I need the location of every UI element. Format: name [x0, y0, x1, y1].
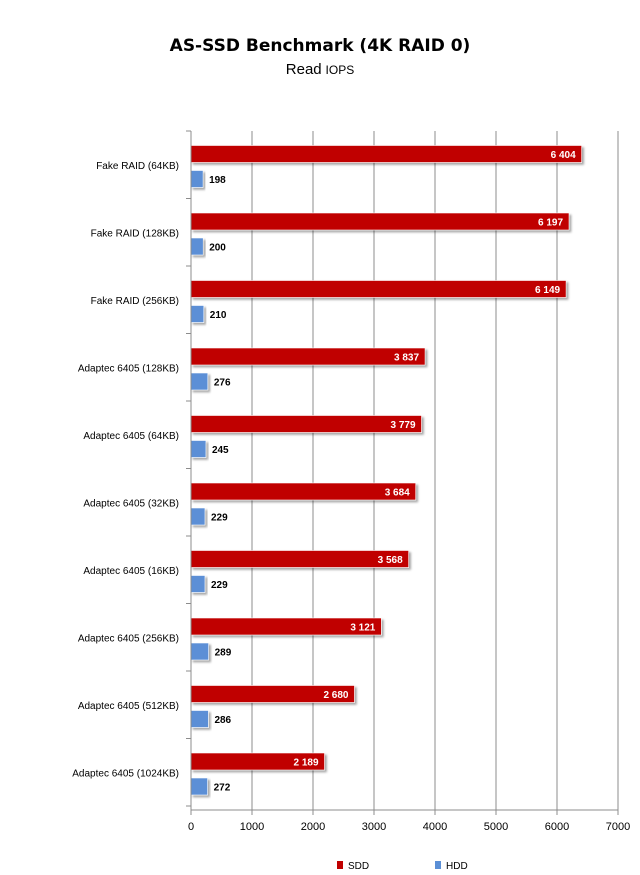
- sdd-value-label: 3 779: [390, 420, 415, 431]
- subtitle-unit: IOPS: [325, 63, 355, 77]
- x-tick-label: 1000: [240, 821, 264, 833]
- category-label: Fake RAID (64KB): [96, 161, 179, 172]
- hdd-value-label: 229: [211, 513, 228, 524]
- category-label: Adaptec 6405 (256KB): [78, 634, 179, 645]
- sdd-value-label: 3 837: [394, 353, 419, 364]
- hdd-bar: [190, 305, 205, 323]
- hdd-bar: [190, 440, 207, 458]
- category-label: Adaptec 6405 (32KB): [83, 499, 179, 510]
- chart-subtitle: Read IOPS: [0, 61, 640, 78]
- hdd-bar: [190, 777, 208, 796]
- sdd-value-label: 6 197: [538, 218, 563, 229]
- hdd-value-label: 276: [214, 378, 231, 389]
- axes-group: 0 1000 2000 3000 4000 5000 6000 7000: [186, 130, 630, 833]
- sdd-value-label: 3 121: [350, 623, 375, 634]
- labels-group: Fake RAID (64KB) 6 404 198 Fake RAID (128KB…: [72, 150, 576, 794]
- sdd-bar: [190, 145, 582, 163]
- hdd-bar: [190, 642, 209, 661]
- x-tick-label: 3000: [362, 821, 386, 833]
- legend-label-sdd: SDD: [348, 861, 369, 872]
- hdd-value-label: 200: [209, 243, 226, 254]
- category-label: Adaptec 6405 (128KB): [78, 364, 179, 375]
- sdd-bar: [190, 280, 567, 298]
- category-label: Adaptec 6405 (16KB): [83, 566, 179, 577]
- sdd-value-label: 3 684: [385, 488, 410, 499]
- hdd-bar: [190, 237, 204, 256]
- category-label: Adaptec 6405 (512KB): [78, 701, 179, 712]
- hdd-bar: [190, 507, 206, 526]
- bars-group: [190, 145, 582, 796]
- sdd-bar: [190, 347, 426, 366]
- sdd-value-label: 2 189: [293, 758, 318, 769]
- x-tick-label: 0: [188, 821, 194, 833]
- sdd-bar: [190, 550, 409, 568]
- category-label: Fake RAID (128KB): [91, 229, 179, 240]
- sdd-value-label: 2 680: [323, 690, 348, 701]
- category-label: Adaptec 6405 (1024KB): [72, 769, 179, 780]
- hdd-bar: [190, 372, 209, 391]
- hdd-value-label: 245: [212, 445, 229, 456]
- hdd-bar: [190, 575, 206, 593]
- hdd-value-label: 286: [214, 715, 231, 726]
- hdd-value-label: 289: [215, 648, 232, 659]
- legend: SDD HDD: [337, 861, 468, 872]
- sdd-bar: [190, 415, 422, 433]
- sdd-bar: [190, 212, 570, 231]
- category-label: Adaptec 6405 (64KB): [83, 431, 179, 442]
- chart-title: AS-SSD Benchmark (4K RAID 0): [169, 36, 471, 56]
- subtitle-main: Read: [285, 61, 322, 78]
- sdd-value-label: 3 568: [378, 555, 403, 566]
- x-tick-label: 2000: [301, 821, 325, 833]
- hdd-value-label: 229: [211, 580, 228, 591]
- x-tick-label: 5000: [484, 821, 508, 833]
- category-label: Fake RAID (256KB): [91, 296, 179, 307]
- hdd-bar: [190, 170, 204, 188]
- hdd-value-label: 272: [214, 783, 231, 794]
- x-tick-label: 6000: [545, 821, 569, 833]
- hdd-value-label: 198: [209, 175, 226, 186]
- legend-label-hdd: HDD: [446, 861, 468, 872]
- legend-swatch-hdd: [435, 861, 441, 869]
- x-tick-label: 7000: [606, 821, 630, 833]
- legend-swatch-sdd: [337, 861, 343, 869]
- sdd-value-label: 6 404: [551, 150, 576, 161]
- hdd-bar: [190, 710, 209, 728]
- hdd-value-label: 210: [210, 310, 227, 321]
- sdd-bar: [190, 482, 417, 501]
- gridlines: [251, 131, 619, 810]
- sdd-value-label: 6 149: [535, 285, 560, 296]
- x-tick-label: 4000: [423, 821, 447, 833]
